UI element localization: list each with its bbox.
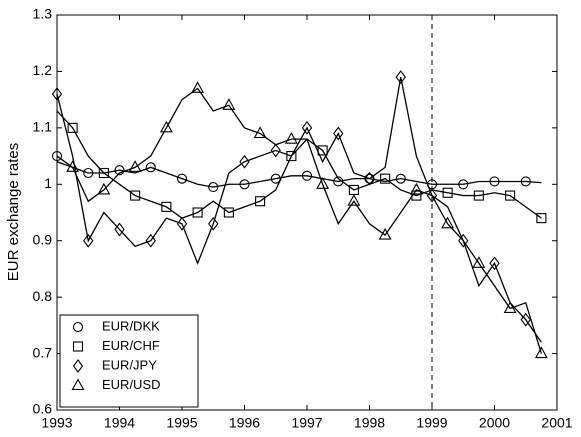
legend-box: [59, 314, 199, 408]
marker: [380, 173, 391, 184]
marker: [472, 256, 486, 268]
marker: [161, 201, 172, 212]
marker: [270, 143, 281, 158]
marker: [284, 132, 298, 144]
marker: [253, 126, 267, 139]
x-tick-label: 1994: [104, 415, 135, 431]
marker: [222, 98, 236, 110]
marker: [145, 162, 156, 173]
marker: [364, 171, 375, 186]
marker: [176, 173, 188, 184]
x-tick-label: 1993: [41, 415, 72, 431]
marker: [223, 207, 234, 218]
marker: [441, 216, 455, 229]
marker: [98, 167, 109, 179]
series-line: [56, 76, 542, 343]
marker: [145, 233, 156, 248]
marker: [239, 154, 250, 169]
marker: [208, 182, 219, 193]
marker: [72, 359, 84, 373]
y-tick-label: 0.8: [33, 288, 53, 304]
marker: [130, 190, 141, 201]
marker: [442, 187, 453, 198]
marker: [191, 81, 205, 93]
marker: [520, 176, 531, 187]
marker: [72, 341, 84, 352]
marker: [51, 87, 63, 101]
marker: [301, 120, 313, 135]
x-tick-label: 2000: [479, 415, 510, 431]
marker: [534, 346, 548, 359]
y-tick-label: 0.6: [33, 401, 53, 417]
marker: [520, 312, 531, 327]
marker: [176, 216, 188, 231]
marker: [67, 122, 78, 133]
marker: [255, 196, 266, 207]
legend-label: EUR/USD: [102, 377, 161, 392]
marker: [239, 179, 250, 190]
marker: [83, 167, 94, 179]
marker: [489, 256, 500, 271]
x-tick-label: 1999: [416, 415, 447, 431]
y-tick-label: 1.2: [33, 62, 53, 78]
marker: [83, 233, 94, 248]
marker: [426, 188, 438, 203]
marker: [395, 70, 406, 84]
marker: [159, 120, 173, 133]
y-tick-label: 0.9: [33, 231, 53, 247]
x-tick-label: 1998: [354, 415, 385, 431]
x-tick-label: 2001: [541, 415, 572, 431]
legend-label: EUR/CHF: [102, 338, 160, 353]
legend-label: EUR/JPY: [102, 357, 157, 372]
marker: [316, 177, 330, 189]
marker: [409, 182, 423, 195]
marker: [51, 151, 63, 162]
x-tick-label: 1997: [291, 415, 322, 431]
x-tick-label: 1995: [166, 415, 197, 431]
marker: [347, 194, 361, 206]
marker: [458, 233, 469, 248]
marker: [72, 321, 84, 333]
marker: [333, 126, 344, 141]
marker: [128, 160, 142, 172]
y-tick-label: 1: [44, 175, 52, 191]
marker: [192, 207, 203, 218]
series-line: [56, 155, 542, 188]
marker: [505, 190, 516, 201]
marker: [97, 182, 111, 195]
marker: [458, 179, 469, 190]
marker: [378, 227, 392, 240]
marker: [286, 151, 297, 162]
series-line: [56, 87, 542, 354]
marker: [71, 378, 85, 391]
marker: [66, 160, 80, 172]
marker: [473, 190, 484, 201]
legend-label: EUR/DKK: [102, 318, 160, 333]
y-tick-label: 1.1: [33, 119, 53, 135]
marker: [503, 301, 517, 313]
series-line: [56, 110, 542, 219]
marker: [114, 222, 125, 237]
x-tick-label: 1996: [229, 415, 260, 431]
marker: [208, 216, 219, 231]
marker: [114, 165, 125, 176]
y-tick-label: 0.7: [33, 344, 53, 360]
marker: [395, 173, 406, 184]
legend: EUR/DKK EUR/CHF EUR/JPY EUR/USD: [59, 314, 199, 408]
marker: [536, 213, 547, 224]
y-axis-label: EUR exchange rates: [5, 143, 22, 281]
y-tick-label: 1.3: [33, 6, 53, 22]
marker: [301, 170, 313, 181]
marker: [489, 176, 500, 187]
